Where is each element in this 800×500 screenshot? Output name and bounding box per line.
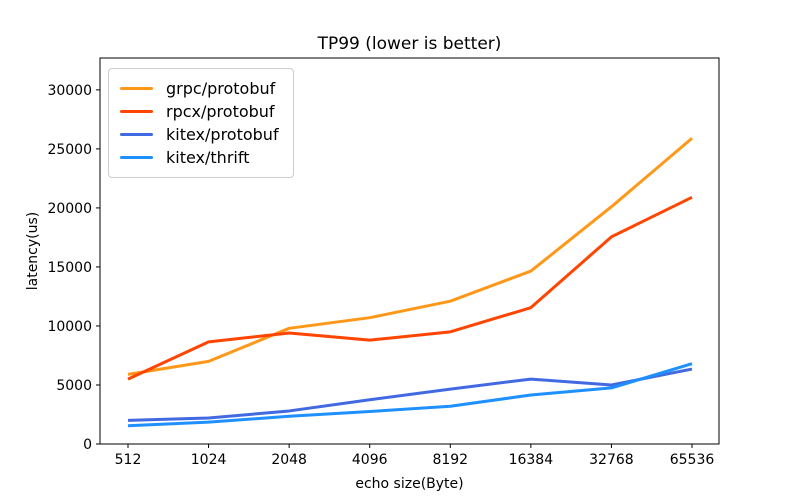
series-line-rpcx-protobuf bbox=[127, 195, 693, 381]
y-tick-label: 15000 bbox=[47, 260, 92, 276]
legend-item-rpcx-protobuf: rpcx/protobuf bbox=[120, 100, 279, 123]
series-line-grpc-protobuf bbox=[127, 137, 693, 376]
x-axis-label: echo size(Byte) bbox=[355, 476, 464, 492]
x-tick-label: 16384 bbox=[509, 452, 554, 468]
x-tick-label: 32768 bbox=[589, 452, 634, 468]
y-tick-label: 30000 bbox=[47, 83, 92, 99]
series-line-kitex-protobuf bbox=[127, 367, 693, 422]
legend-line-swatch bbox=[120, 87, 153, 90]
legend-label: kitex/protobuf bbox=[166, 125, 279, 144]
x-tick-label: 2048 bbox=[271, 452, 307, 468]
legend-line-swatch bbox=[120, 110, 153, 113]
legend-label: grpc/protobuf bbox=[166, 79, 276, 98]
x-tick-label: 4096 bbox=[352, 452, 388, 468]
x-tick-label: 512 bbox=[115, 452, 142, 468]
y-tick-label: 0 bbox=[83, 437, 92, 453]
x-tick-label: 8192 bbox=[432, 452, 468, 468]
legend-item-grpc-protobuf: grpc/protobuf bbox=[120, 77, 279, 100]
legend-item-kitex-protobuf: kitex/protobuf bbox=[120, 123, 279, 146]
legend-label: kitex/thrift bbox=[166, 148, 250, 167]
y-tick-label: 5000 bbox=[56, 378, 92, 394]
legend-line-swatch bbox=[120, 156, 153, 159]
y-tick-label: 10000 bbox=[47, 319, 92, 335]
legend: grpc/protobuf rpcx/protobuf kitex/protob… bbox=[108, 68, 294, 178]
axes-spines bbox=[99, 57, 720, 445]
y-axis-label: latency(us) bbox=[25, 211, 41, 291]
legend-label: rpcx/protobuf bbox=[166, 102, 275, 121]
y-tick-label: 25000 bbox=[47, 142, 92, 158]
legend-line-swatch bbox=[120, 133, 153, 136]
series-line-kitex-thrift bbox=[127, 362, 693, 428]
y-tick-label: 20000 bbox=[47, 201, 92, 217]
x-tick-label: 1024 bbox=[191, 452, 227, 468]
legend-item-kitex-thrift: kitex/thrift bbox=[120, 146, 279, 169]
chart-title: TP99 (lower is better) bbox=[317, 34, 502, 54]
x-tick-label: 65536 bbox=[670, 452, 715, 468]
